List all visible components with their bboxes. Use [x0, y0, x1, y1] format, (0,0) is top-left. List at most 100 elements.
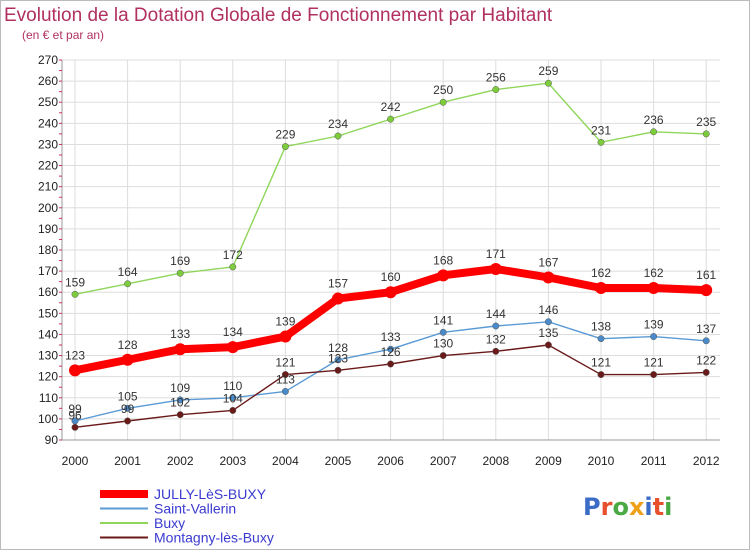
- y-tick-label: 140: [38, 327, 58, 341]
- data-label: 104: [223, 391, 243, 405]
- data-point: [281, 143, 289, 151]
- data-point: [176, 396, 184, 404]
- logo-letter: o: [612, 493, 629, 521]
- data-label: 242: [381, 100, 401, 114]
- x-tick-label: 2002: [167, 454, 194, 468]
- x-tick-label: 2012: [693, 454, 720, 468]
- data-point: [702, 130, 710, 138]
- data-label: 141: [433, 313, 453, 327]
- data-point: [597, 371, 605, 379]
- data-point: [492, 86, 500, 94]
- data-point: [124, 417, 132, 425]
- legend-label-1: Saint-Vallerin: [154, 501, 236, 517]
- x-tick-label: 2003: [219, 454, 246, 468]
- logo-letter: t: [653, 493, 664, 521]
- data-label: 167: [538, 255, 558, 269]
- x-tick-label: 2001: [114, 454, 141, 468]
- data-label: 128: [118, 338, 138, 352]
- data-point: [702, 368, 710, 376]
- data-label: 159: [65, 275, 85, 289]
- data-label: 133: [381, 330, 401, 344]
- data-point: [281, 387, 289, 395]
- data-label: 123: [65, 348, 85, 362]
- y-tick-label: 260: [38, 74, 58, 88]
- data-label: 138: [591, 320, 611, 334]
- chart-subtitle: (en € et par an): [22, 28, 104, 42]
- legend-label-0: JULLY-LèS-BUXY: [154, 486, 267, 502]
- data-point: [176, 411, 184, 419]
- x-tick-label: 2006: [377, 454, 404, 468]
- data-point: [542, 271, 555, 284]
- data-point: [334, 132, 342, 140]
- x-tick-label: 2007: [430, 454, 457, 468]
- data-label: 110: [223, 379, 242, 393]
- data-label: 132: [486, 332, 506, 346]
- proxiti-logo: Proxiti: [583, 493, 672, 521]
- y-tick-label: 270: [38, 53, 58, 67]
- data-label: 126: [381, 345, 401, 359]
- data-label: 160: [381, 270, 401, 284]
- data-point: [387, 345, 395, 353]
- logo-letter: P: [583, 493, 601, 521]
- axes: 9010011012013014015016017018019020021022…: [38, 53, 720, 468]
- y-tick-label: 210: [38, 180, 58, 194]
- legend: JULLY-LèS-BUXYSaint-VallerinBuxyMontagny…: [100, 486, 274, 546]
- data-point: [439, 328, 447, 336]
- logo-letter: i: [644, 493, 652, 521]
- y-tick-label: 170: [38, 264, 58, 278]
- data-label: 161: [696, 268, 716, 282]
- data-label: 168: [433, 253, 453, 267]
- logo-letter: x: [629, 493, 645, 521]
- data-point: [387, 115, 395, 123]
- data-point: [174, 343, 187, 356]
- data-label: 109: [170, 381, 190, 395]
- data-label: 256: [486, 71, 506, 85]
- legend-label-3: Montagny-lès-Buxy: [154, 530, 274, 546]
- chart-title: Evolution de la Dotation Globale de Fonc…: [4, 5, 553, 26]
- data-label: 234: [328, 117, 348, 131]
- data-label: 135: [538, 326, 558, 340]
- data-point: [595, 282, 607, 294]
- data-point: [544, 341, 552, 349]
- data-point: [384, 286, 397, 299]
- data-label: 134: [223, 325, 243, 339]
- data-point: [597, 138, 605, 146]
- data-label: 128: [328, 341, 348, 355]
- data-label: 229: [275, 128, 295, 142]
- x-tick-label: 2005: [325, 454, 352, 468]
- series: [69, 79, 713, 431]
- data-label: 102: [170, 396, 190, 410]
- data-point: [226, 341, 239, 354]
- data-point: [439, 352, 447, 360]
- data-label: 146: [538, 303, 558, 317]
- data-label: 96: [68, 408, 82, 422]
- data-point: [650, 371, 658, 379]
- data-point: [69, 364, 81, 377]
- data-point: [702, 337, 710, 345]
- data-label: 121: [275, 356, 295, 370]
- grid: [62, 59, 720, 441]
- data-point: [279, 330, 292, 343]
- data-label: 144: [486, 307, 506, 321]
- data-point: [281, 371, 289, 379]
- y-tick-label: 230: [38, 137, 58, 151]
- y-tick-label: 220: [38, 159, 58, 173]
- data-label: 157: [328, 277, 348, 291]
- x-tick-label: 2008: [482, 454, 509, 468]
- data-point: [492, 347, 500, 355]
- data-label: 113: [276, 372, 295, 386]
- data-label: 121: [591, 356, 611, 370]
- data-point: [229, 406, 237, 414]
- data-point: [387, 360, 395, 368]
- y-tick-label: 110: [39, 391, 58, 405]
- data-point: [700, 284, 713, 297]
- x-tick-label: 2009: [535, 454, 562, 468]
- data-point: [176, 269, 184, 277]
- data-point: [71, 290, 79, 298]
- data-point: [650, 333, 658, 341]
- data-point: [334, 356, 342, 364]
- data-point: [492, 322, 500, 330]
- y-tick-label: 200: [38, 201, 58, 215]
- data-label: 105: [118, 389, 138, 403]
